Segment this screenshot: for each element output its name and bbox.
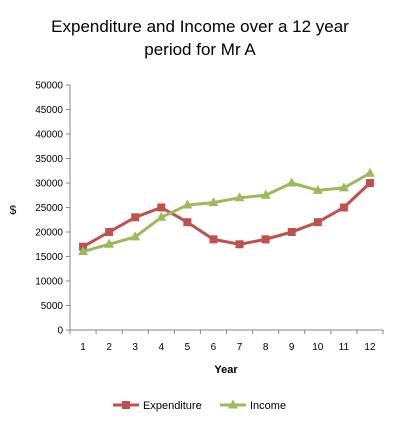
x-tick-label: 11 — [339, 342, 350, 353]
expenditure-point — [365, 179, 374, 187]
expenditure-point — [261, 235, 270, 244]
income-point — [312, 184, 323, 194]
expenditure-point — [235, 240, 244, 249]
y-tick-label: 10000 — [35, 277, 63, 288]
y-tick-label: 25000 — [35, 203, 63, 214]
expenditure-point — [183, 218, 192, 227]
expenditure-point — [105, 228, 114, 236]
legend-expenditure-marker — [122, 401, 130, 409]
expenditure-series-line — [82, 181, 371, 249]
income-point — [182, 199, 193, 209]
income-point — [130, 231, 141, 241]
legend-expenditure-label: Expenditure — [143, 400, 202, 412]
expenditure-point — [339, 203, 348, 212]
plot-area: 0 5000 10000 15000 20000 25000 30000 35000 40000… — [35, 81, 384, 353]
income-point — [234, 192, 245, 202]
income-point — [156, 211, 167, 221]
legend-income-label: Income — [250, 400, 286, 412]
income-point — [208, 197, 219, 207]
x-tick-label: 12 — [364, 342, 376, 353]
legend-income-marker — [228, 399, 238, 409]
income-series-line — [82, 171, 371, 254]
x-axis-title: Year — [214, 364, 238, 376]
income-point — [364, 167, 375, 177]
y-tick-label: 45000 — [35, 105, 63, 116]
y-axis-title: $ — [10, 203, 17, 217]
y-tick-label: 0 — [57, 326, 63, 337]
income-point — [78, 246, 89, 256]
y-tick-label: 15000 — [35, 252, 63, 263]
income-point — [338, 182, 349, 192]
y-tick-label: 5000 — [41, 301, 64, 312]
x-tick-label: 7 — [237, 342, 243, 353]
x-tick-label: 3 — [132, 342, 138, 353]
x-tick-label: 10 — [312, 342, 324, 353]
y-tick-label: 40000 — [35, 130, 63, 141]
expenditure-point — [313, 218, 322, 227]
y-tick-label: 35000 — [35, 154, 63, 165]
x-tick-label: 2 — [106, 342, 112, 353]
chart-title-line-1: Expenditure and Income over a 12 year — [51, 17, 349, 36]
expenditure-point — [287, 228, 296, 236]
y-tick-label: 30000 — [35, 179, 63, 190]
income-point — [260, 189, 271, 199]
expenditure-point — [209, 235, 218, 244]
x-tick-label: 1 — [80, 342, 86, 353]
expenditure-point — [157, 203, 166, 212]
income-point — [104, 238, 115, 248]
x-tick-label: 9 — [289, 342, 295, 353]
x-tick-label: 5 — [185, 342, 191, 353]
x-tick-label: 4 — [159, 342, 165, 353]
y-tick-label: 50000 — [35, 81, 63, 92]
expenditure-point — [131, 213, 140, 222]
y-tick-label: 20000 — [35, 228, 63, 239]
x-tick-label: 8 — [263, 342, 269, 353]
legend: Expenditure Income — [113, 399, 286, 412]
x-tick-label: 6 — [211, 342, 217, 353]
income-point — [286, 177, 297, 187]
chart-title-line-2: period for Mr A — [144, 40, 256, 59]
